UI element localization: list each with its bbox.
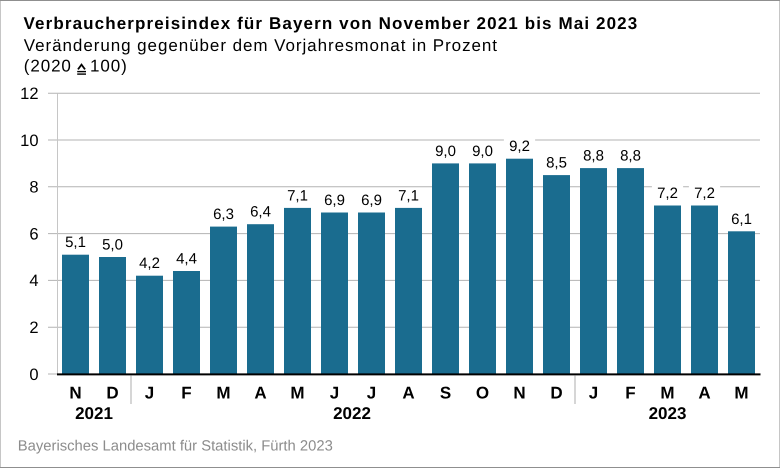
svg-text:7,2: 7,2 <box>694 185 715 202</box>
svg-text:8,8: 8,8 <box>620 148 641 165</box>
svg-text:5,0: 5,0 <box>102 237 123 254</box>
svg-text:M: M <box>216 384 230 403</box>
svg-text:4,2: 4,2 <box>139 255 160 272</box>
svg-text:4,4: 4,4 <box>176 251 197 268</box>
svg-text:Verbraucherpreisindex für Baye: Verbraucherpreisindex für Bayern von Nov… <box>24 14 639 33</box>
svg-text:2023: 2023 <box>649 404 687 423</box>
svg-text:9,0: 9,0 <box>472 143 493 160</box>
svg-text:F: F <box>181 384 191 403</box>
svg-text:D: D <box>550 384 562 403</box>
svg-text:J: J <box>367 384 376 403</box>
svg-text:M: M <box>734 384 748 403</box>
svg-text:6,4: 6,4 <box>250 204 271 221</box>
svg-text:7,1: 7,1 <box>287 187 308 204</box>
svg-text:J: J <box>589 384 598 403</box>
svg-text:9,2: 9,2 <box>509 138 530 155</box>
svg-text:J: J <box>145 384 154 403</box>
svg-text:N: N <box>69 384 81 403</box>
svg-text:9,0: 9,0 <box>435 143 456 160</box>
svg-text:F: F <box>625 384 635 403</box>
svg-text:Veränderung gegenüber dem Vorj: Veränderung gegenüber dem Vorjahresmonat… <box>24 36 498 55</box>
svg-text:2022: 2022 <box>333 404 371 423</box>
svg-text:A: A <box>698 384 710 403</box>
svg-text:0: 0 <box>29 366 38 384</box>
svg-text:6: 6 <box>29 225 38 243</box>
svg-text:6,9: 6,9 <box>324 192 345 209</box>
svg-text:7,1: 7,1 <box>398 187 419 204</box>
svg-text:100): 100) <box>90 56 128 75</box>
svg-text:4: 4 <box>29 272 38 290</box>
svg-text:8,8: 8,8 <box>583 148 604 165</box>
svg-text:(2020: (2020 <box>24 56 72 75</box>
svg-text:2: 2 <box>29 319 38 337</box>
svg-text:N: N <box>513 384 525 403</box>
svg-text:12: 12 <box>20 85 38 103</box>
svg-text:O: O <box>476 384 489 403</box>
svg-text:8: 8 <box>29 179 38 197</box>
svg-text:2021: 2021 <box>75 404 113 423</box>
svg-text:7,2: 7,2 <box>657 185 678 202</box>
svg-text:6,1: 6,1 <box>731 211 752 228</box>
svg-text:6,3: 6,3 <box>213 206 234 223</box>
svg-text:8,5: 8,5 <box>546 155 567 172</box>
svg-text:S: S <box>440 384 451 403</box>
svg-text:A: A <box>254 384 266 403</box>
svg-text:10: 10 <box>20 132 38 150</box>
svg-text:M: M <box>290 384 304 403</box>
svg-text:5,1: 5,1 <box>65 234 86 251</box>
svg-text:A: A <box>402 384 414 403</box>
svg-text:6,9: 6,9 <box>361 192 382 209</box>
svg-text:M: M <box>660 384 674 403</box>
svg-text:Bayerisches Landesamt für Stat: Bayerisches Landesamt für Statistik, Für… <box>18 439 333 455</box>
svg-text:D: D <box>106 384 118 403</box>
svg-text:J: J <box>330 384 339 403</box>
